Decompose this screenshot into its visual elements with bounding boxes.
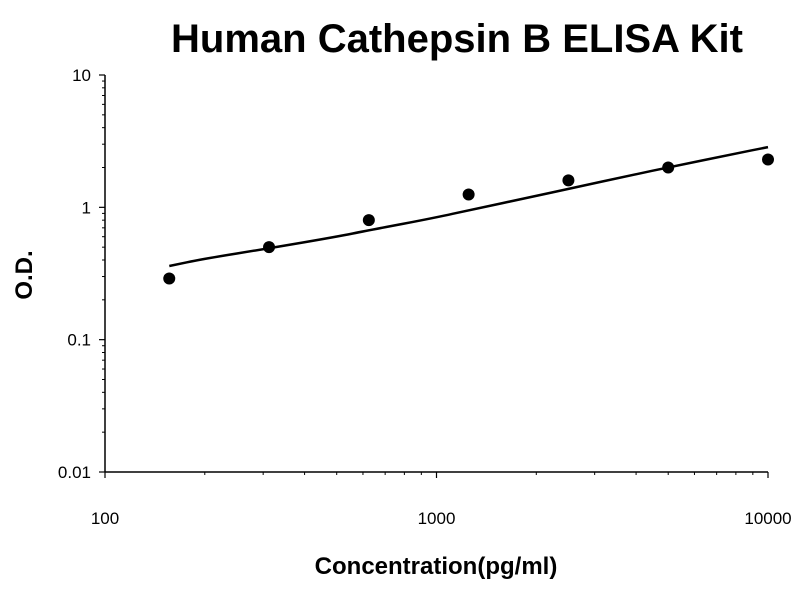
chart-title: Human Cathepsin B ELISA Kit — [171, 17, 743, 61]
x-tick-label: 1000 — [418, 509, 456, 528]
y-axis-label: O.D. — [11, 250, 38, 299]
y-tick-label: 0.01 — [58, 463, 91, 482]
data-point — [263, 241, 276, 254]
y-tick-label: 1 — [82, 198, 91, 217]
data-point — [362, 214, 375, 227]
y-tick-label: 10 — [72, 66, 91, 85]
data-point — [163, 272, 176, 285]
data-point — [662, 161, 675, 174]
data-point — [462, 188, 475, 201]
data-point — [762, 153, 774, 166]
y-tick-label: 0.1 — [67, 331, 91, 350]
x-tick-label: 10000 — [744, 509, 791, 528]
x-axis-label: Concentration(pg/ml) — [315, 553, 558, 580]
fit-curve — [169, 145, 769, 268]
x-tick-label: 100 — [91, 509, 119, 528]
data-point — [562, 174, 575, 187]
